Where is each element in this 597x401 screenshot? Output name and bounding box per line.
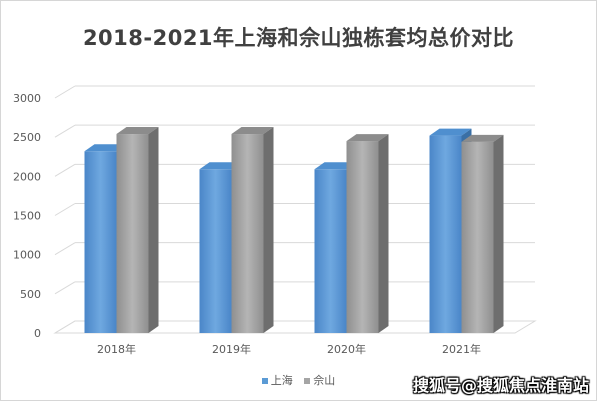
gridline-side-1500 [54, 203, 76, 216]
bar-3-0-top [429, 128, 472, 136]
y-tick-label-500: 500 [20, 288, 41, 301]
gridline-side-2000 [54, 163, 76, 177]
bar-2-1-side [378, 134, 389, 333]
bar-1-1 [231, 134, 264, 333]
bar-0-0-top [84, 144, 127, 152]
legend-label-shanghai: 上海 [270, 374, 293, 387]
bar-2-0 [314, 169, 347, 333]
legend-swatch-sheshan [304, 378, 311, 384]
bar-1-0 [199, 169, 232, 333]
bar-0-1 [116, 134, 149, 333]
gridline-side-2500 [54, 124, 76, 138]
gridline-side-3000 [54, 85, 76, 99]
x-tick-label-1: 2019年 [212, 342, 251, 356]
watermark: 搜狐号@搜狐焦点淮南站 [412, 376, 589, 395]
y-tick-label-2000: 2000 [13, 170, 41, 183]
bar-2-1-top [346, 134, 389, 142]
chart-legend: 上海 佘山 [0, 372, 597, 388]
bar-2-0-top [314, 162, 357, 170]
legend-swatch-shanghai [261, 378, 268, 384]
gridline-side-500 [54, 281, 76, 295]
bar-3-0 [429, 135, 462, 333]
gridline-side-1000 [54, 242, 76, 256]
bar-1-1-top [231, 127, 274, 135]
y-tick-label-0: 0 [34, 327, 41, 340]
x-tick-label-3: 2021年 [442, 342, 481, 356]
bar-1-1-side [263, 127, 274, 334]
x-tick-label-2: 2020年 [327, 342, 366, 356]
y-tick-label-1000: 1000 [13, 249, 41, 262]
y-tick-label-2500: 2500 [13, 131, 41, 144]
y-tick-label-1500: 1500 [13, 210, 41, 223]
x-tick-label-0: 2018年 [97, 342, 136, 356]
bar-3-1-top [461, 134, 504, 142]
bar-0-1-top [116, 127, 159, 135]
bar-1-0-top [199, 162, 242, 170]
bar-0-1-side [148, 127, 159, 334]
legend-item-shanghai: 上海 [261, 372, 293, 388]
legend-item-sheshan: 佘山 [304, 372, 335, 388]
y-tick-label-3000: 3000 [13, 92, 41, 105]
chart-title: 2018-2021年上海和佘山独栋套均总价对比 [82, 26, 515, 50]
bar-3-1-side [493, 134, 504, 333]
bar-0-0 [84, 151, 117, 333]
legend-label-sheshan: 佘山 [313, 374, 336, 387]
bar-3-1 [461, 141, 494, 333]
bar-2-1 [346, 141, 379, 333]
